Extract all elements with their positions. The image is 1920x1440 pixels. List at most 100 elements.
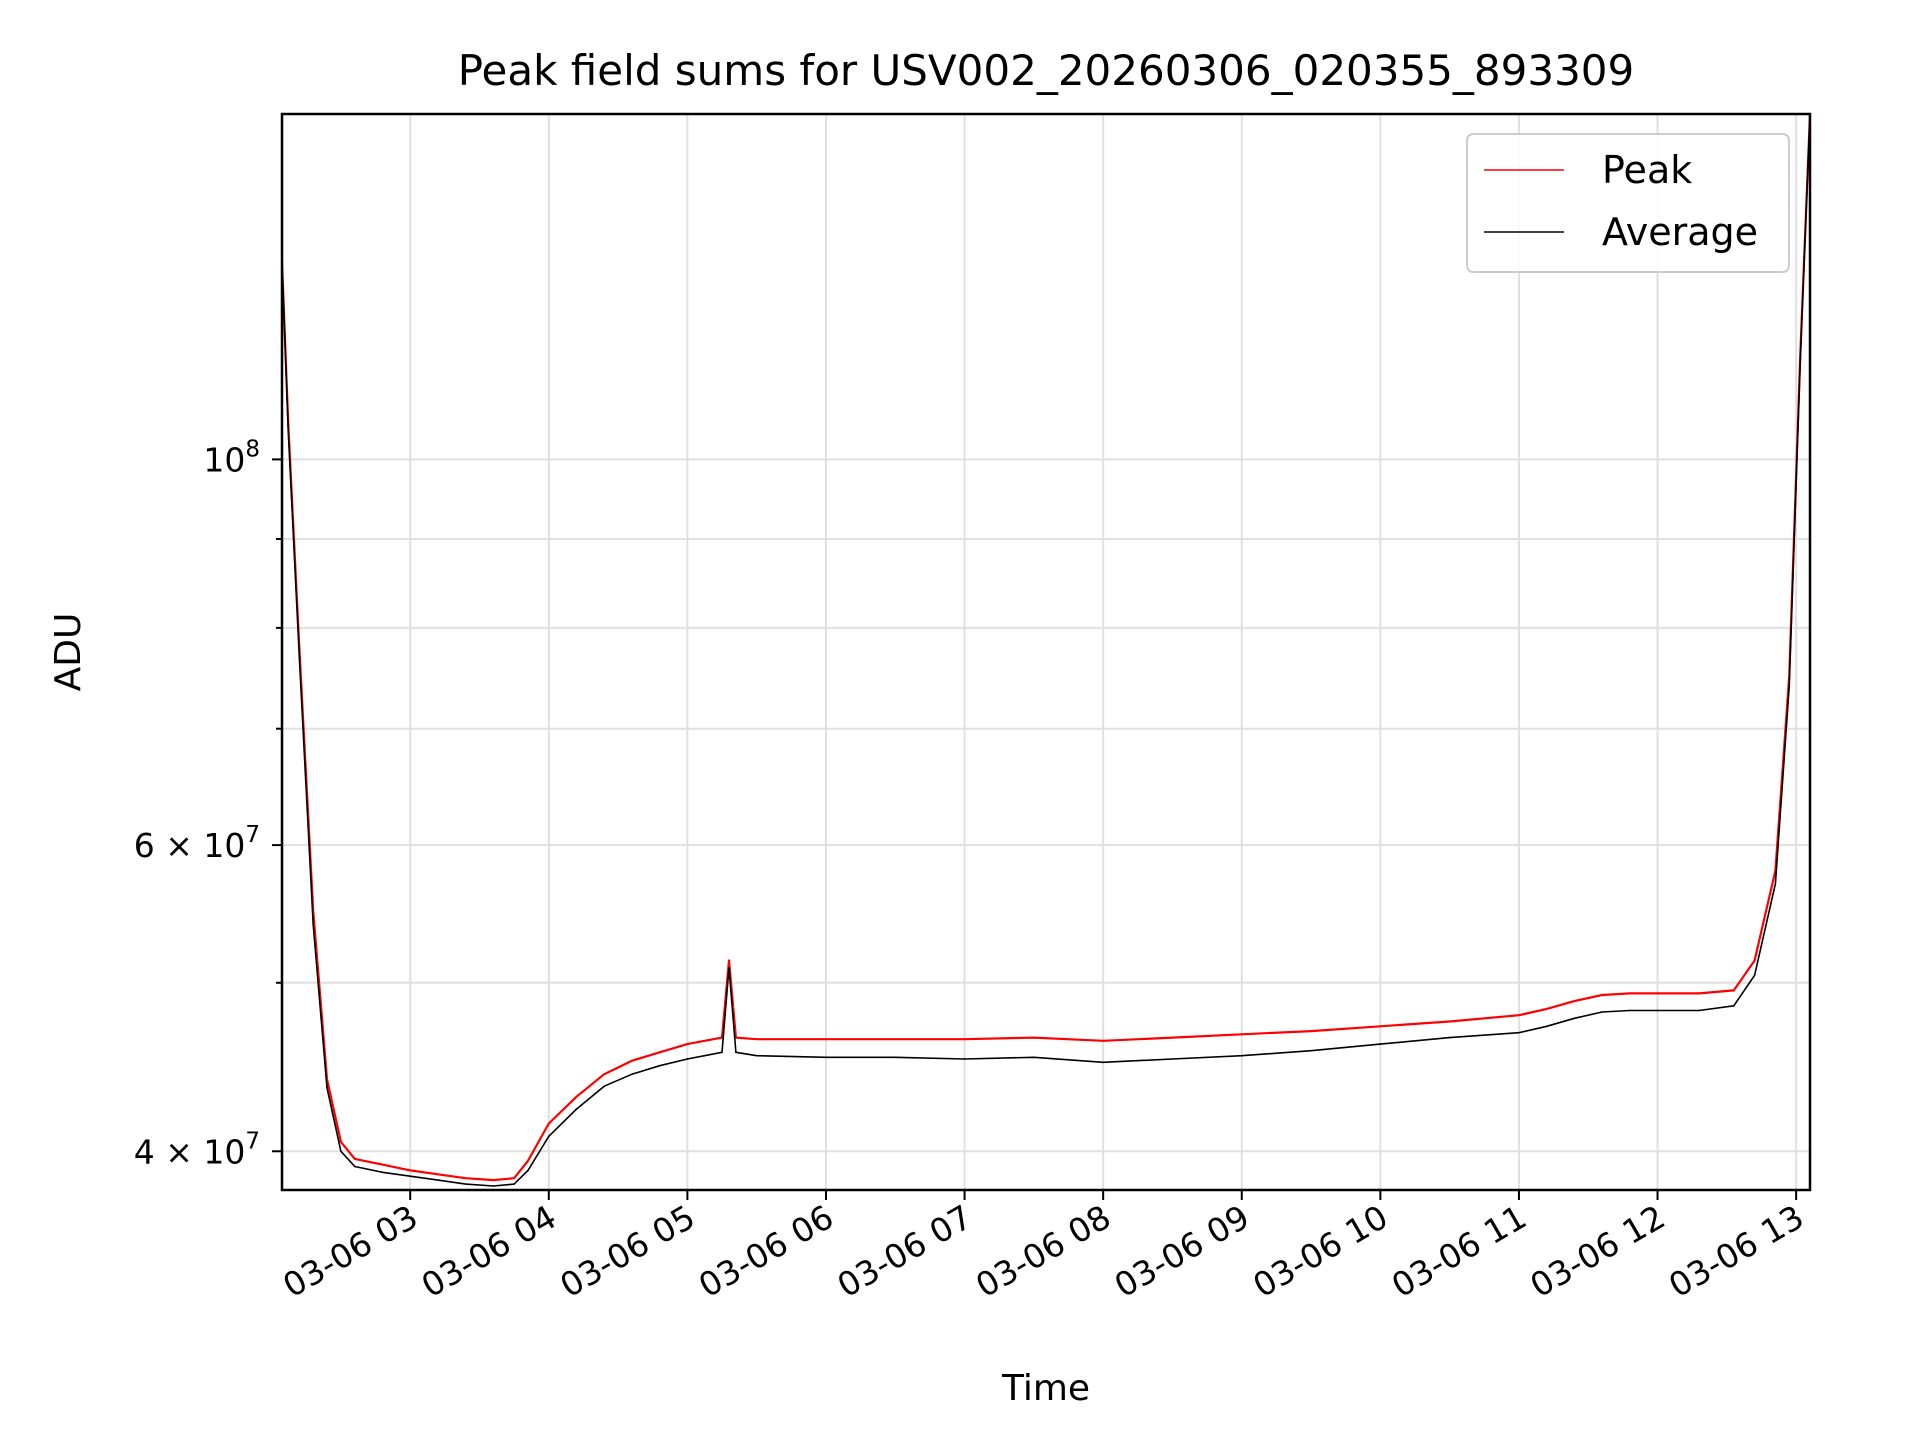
data-point-peak [1448,1020,1451,1023]
data-point-peak [894,1038,897,1040]
data-point-peak [409,1169,411,1172]
y-tick-label: 4 × 107 [134,1128,260,1171]
data-point-average [575,1108,578,1110]
data-point-average [1545,1025,1548,1028]
data-point-peak [686,1043,689,1045]
data-point-peak [1102,1040,1104,1042]
data-point-peak [1601,994,1603,996]
data-point-peak [527,1159,529,1162]
data-point-average [755,1054,758,1057]
data-point-average [1656,1009,1659,1012]
data-point-average [1102,1061,1104,1064]
data-point-average [1240,1054,1243,1057]
data-point-average [603,1085,606,1087]
data-point-average [686,1058,689,1060]
y-tick-label: 108 [203,436,260,479]
data-point-average [437,1179,439,1181]
data-point-peak [575,1095,578,1098]
data-point-average [312,923,314,926]
data-point-average [1171,1058,1174,1060]
data-point-peak [1732,989,1735,992]
y-tick-label-exponent: 8 [245,436,260,462]
data-point-average [1310,1049,1312,1052]
data-point-peak [1753,959,1756,962]
data-point-average [287,428,290,431]
data-point-average [409,1175,411,1178]
data-point-average [527,1169,529,1172]
data-point-average [631,1073,633,1075]
data-point-peak [464,1177,467,1179]
data-point-peak [1033,1036,1035,1039]
data-point-average [340,1150,342,1153]
data-point-average [1033,1056,1035,1059]
legend: Peak Average [1466,133,1790,273]
data-point-peak [1379,1025,1382,1028]
data-point-peak [755,1038,758,1040]
data-point-peak [603,1073,606,1075]
data-point-average [1448,1036,1451,1039]
data-point-average [1788,685,1791,688]
data-point-average [1518,1031,1520,1034]
data-point-average [1698,1009,1700,1012]
data-point-average [513,1183,515,1185]
data-point-average [492,1185,495,1187]
data-point-peak [658,1051,661,1054]
data-point-average [825,1056,827,1059]
data-point-peak [963,1038,966,1040]
data-point-peak [1573,1000,1576,1002]
data-point-peak [1656,992,1659,995]
legend-box [1466,133,1790,273]
y-tick-label-exponent: 7 [245,822,260,848]
data-point-average [963,1058,966,1060]
data-point-average [894,1056,897,1059]
data-point-peak [728,959,730,962]
y-tick-label-base: 4 × 10 [134,1132,246,1171]
data-point-peak [1629,992,1631,995]
y-tick-label: 6 × 107 [134,822,260,865]
data-point-peak [825,1038,827,1040]
data-point-average [1629,1009,1631,1012]
data-point-peak [492,1179,495,1181]
data-point-average [1753,974,1756,977]
legend-label-peak: Peak [1602,148,1692,192]
legend-label-average: Average [1602,210,1758,254]
data-point-average [1573,1017,1576,1020]
data-point-average [1774,883,1777,885]
data-point-peak [547,1122,550,1125]
plot-frame [280,112,1812,1192]
data-point-average [381,1171,384,1174]
data-point-average [353,1165,356,1168]
data-point-average [1732,1004,1735,1007]
data-point-peak [340,1141,342,1143]
data-point-peak [1698,992,1700,995]
data-point-average [1379,1043,1382,1045]
data-point-peak [353,1158,356,1160]
data-point-peak [513,1177,515,1179]
data-point-peak [1171,1036,1174,1039]
data-point-average [721,1051,723,1054]
grid-layer [282,114,1810,1190]
data-point-peak [1310,1030,1312,1032]
data-point-peak [1518,1014,1520,1016]
data-point-average [658,1064,661,1067]
data-point-average [326,1087,328,1089]
data-point-peak [381,1163,384,1166]
data-point-average [298,655,301,658]
data-point-average [547,1135,550,1138]
y-tick-label-base: 10 [203,440,245,479]
y-axis-label: ADU [48,613,89,692]
y-tick-label-exponent: 7 [245,1128,260,1154]
data-point-average [1601,1011,1603,1013]
data-point-average [728,967,730,969]
data-point-average [464,1183,467,1185]
data-point-peak [631,1059,633,1062]
data-point-peak [1545,1008,1548,1010]
data-point-peak [1240,1033,1243,1036]
data-point-average [735,1051,737,1054]
data-point-peak [437,1173,439,1176]
chart-title: Peak field sums for USV002_20260306_0203… [458,46,1635,95]
data-point-average [1799,359,1802,362]
y-tick-label-base: 6 × 10 [134,826,246,865]
x-axis-label: Time [1001,1368,1090,1409]
